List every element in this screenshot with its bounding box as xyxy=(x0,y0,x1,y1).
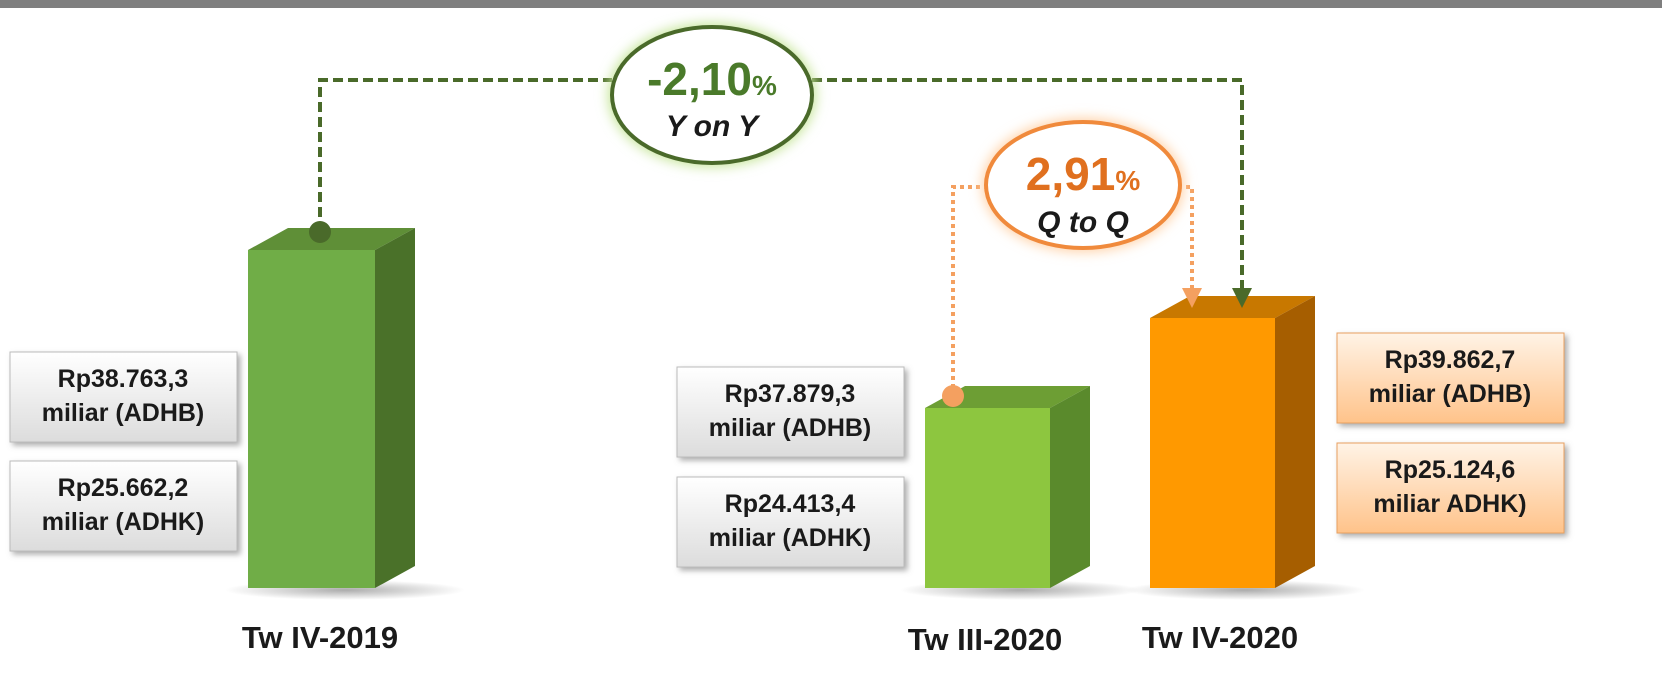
value-box xyxy=(1336,442,1565,534)
dot xyxy=(942,385,964,407)
value-text: miliar (ADHK) xyxy=(709,524,872,552)
qoq-value: 2,91% xyxy=(1026,148,1141,200)
value-box xyxy=(1336,332,1565,424)
bar-3d xyxy=(925,386,1090,588)
bar-label: Tw IV-2020 xyxy=(1142,620,1298,655)
yoy-value: -2,10% xyxy=(647,53,777,105)
connector xyxy=(951,185,988,396)
yoy-caption: Y on Y xyxy=(666,110,761,143)
connector xyxy=(812,78,1244,290)
yoy-badge xyxy=(610,25,814,165)
arrowhead xyxy=(1232,288,1252,308)
bar-3d xyxy=(1150,296,1315,588)
value-text: Rp24.413,4 xyxy=(725,490,856,518)
connector xyxy=(1178,185,1194,290)
value-text: Rp37.879,3 xyxy=(725,380,856,408)
value-box xyxy=(676,366,905,458)
value-text: miliar (ADHB) xyxy=(42,399,205,427)
value-text: Rp38.763,3 xyxy=(58,365,189,393)
value-text: Rp25.124,6 xyxy=(1385,456,1516,484)
value-box xyxy=(9,351,238,443)
bar-label: Tw IV-2019 xyxy=(242,620,398,655)
bar-3d xyxy=(248,228,415,588)
qoq-caption: Q to Q xyxy=(1037,206,1129,239)
dot xyxy=(309,221,331,243)
arrowhead xyxy=(1182,288,1202,308)
value-text: miliar (ADHK) xyxy=(42,508,205,536)
value-box xyxy=(676,476,905,568)
value-text: miliar (ADHB) xyxy=(1369,380,1532,408)
top-bar xyxy=(0,0,1662,8)
bar-label: Tw III-2020 xyxy=(908,622,1063,657)
value-text: miliar (ADHB) xyxy=(709,414,872,442)
value-text: Rp39.862,7 xyxy=(1385,346,1516,374)
qoq-badge xyxy=(984,120,1182,250)
value-text: miliar ADHK) xyxy=(1373,490,1526,518)
value-text: Rp25.662,2 xyxy=(58,474,189,502)
connector xyxy=(318,78,612,232)
value-box xyxy=(9,460,238,552)
